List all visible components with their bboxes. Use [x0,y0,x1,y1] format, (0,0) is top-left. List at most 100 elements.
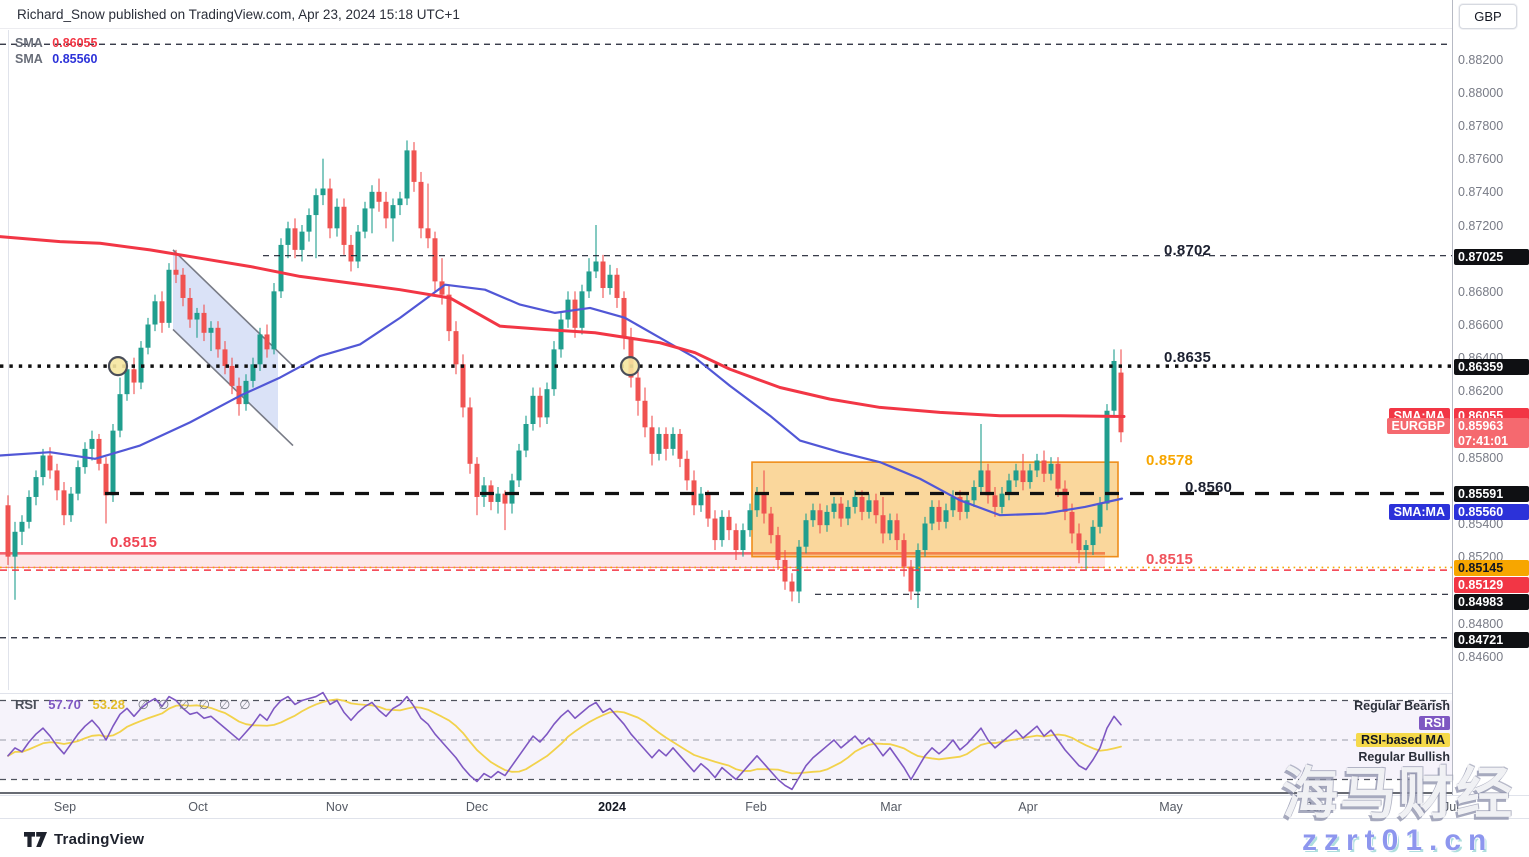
candle-body [12,531,18,557]
currency-toggle-button[interactable]: GBP [1459,4,1517,29]
candle-body [1111,360,1117,411]
candle-body [355,231,361,262]
candle-body [1013,470,1019,481]
price-tick: 0.86600 [1458,318,1504,333]
tradingview-brand-text: TradingView [54,831,145,848]
candle-body [474,463,480,497]
candle-body [530,395,536,425]
candle-body [943,510,949,522]
candle-body [194,312,200,320]
candle-body [733,530,739,551]
candle-body [1090,526,1096,546]
candle-body [908,566,914,592]
rsi-toolbar-circle-icon[interactable]: ∅ [239,697,251,712]
rsi-ma-line [7,698,1122,775]
candle-body [593,261,599,272]
rsi-toolbar-circle-icon[interactable]: ∅ [137,697,149,712]
candle-body [103,463,109,496]
candle-body [467,407,473,464]
candle-body [838,503,844,519]
watermark-url: zzrt01.cn [1302,824,1494,857]
candle-body [1062,488,1068,512]
candle-body [796,546,802,592]
candle-body [229,365,235,386]
candle-body [600,261,606,289]
candle-body [40,455,46,478]
rsi-toolbar-circle-icon[interactable]: ∅ [157,697,170,712]
rsi-toolbar-circle-icon[interactable]: ∅ [218,697,231,712]
price-axis[interactable]: GBP 0.88200 0.88000 0.87800 0.87600 0.87400 0… [1452,0,1529,819]
candle-body [425,228,431,239]
sma-slow-line [0,283,1124,517]
candle-body [936,506,942,522]
candle-body [894,520,900,541]
candle-body [376,191,382,202]
rsi-toolbar-circle-icon[interactable]: ∅ [178,697,190,712]
candle-body [663,433,669,449]
month-label-may: May [1159,800,1183,814]
candle-body [824,511,830,526]
candle-body [1027,470,1033,483]
candle-body [999,493,1005,507]
level-label-8560: 0.8560 [1185,479,1233,496]
level-label-8635: 0.8635 [1164,349,1212,366]
price-axis-label: 0.85560 [1454,504,1529,520]
candle-body [705,493,711,519]
candle-body [740,530,746,551]
candle-body [166,269,172,323]
candle-body [320,188,326,196]
candle-body [831,503,837,512]
candle-body [922,523,928,551]
month-label-2024: 2024 [598,800,626,814]
price-chart-canvas[interactable] [0,0,1529,820]
candle-body [411,150,417,182]
candle-body [110,430,116,496]
rsi-toolbar-icons: ∅ ∅ ∅ ∅ ∅ ∅ [129,697,251,712]
candle-body [5,505,11,557]
candle-body [1041,460,1047,474]
candle-body [19,521,25,532]
price-axis-label: 0.86359 [1454,359,1529,375]
price-axis-label: 0.85129 [1454,577,1529,593]
candle-body [1076,533,1082,551]
candle-body [761,493,767,514]
rsi-toolbar-circle-icon[interactable]: ∅ [198,697,210,712]
candle-body [383,201,389,219]
level-label-8702: 0.8702 [1164,242,1212,259]
candle-body [684,458,690,481]
level-label-8578: 0.8578 [1146,452,1194,469]
price-axis-label: 0.87025 [1454,249,1529,265]
tradingview-footer[interactable]: TradingView [24,831,144,848]
candle-body [446,294,452,332]
sma-fast-legend[interactable]: SMA 0.86055 [15,35,97,51]
candle-body [453,331,459,365]
price-axis-label: 0.85591 [1454,486,1529,502]
price-tick: 0.87600 [1458,152,1504,167]
candle-body [754,493,760,511]
candle-body [537,395,543,418]
channel-lower-line [172,328,294,447]
candle-body [390,205,396,219]
sma-slow-legend[interactable]: SMA 0.85560 [15,51,97,67]
candle-body [1104,410,1110,504]
candle-body [1055,463,1061,489]
candle-body [852,496,858,507]
candle-body [68,493,74,516]
publish-title: Richard_Snow published on TradingView.co… [17,7,460,22]
candle-body [327,188,333,229]
candle-body [152,301,158,325]
month-label-jun: Jun [1305,800,1327,814]
candle-body [54,470,60,491]
candle-body [971,487,977,501]
candle-body [992,495,998,507]
candle-body [1048,463,1054,474]
time-axis[interactable]: Sep Oct Nov Dec 2024 Feb Mar Apr May Jun Jul [0,795,1529,819]
candle-body [516,450,522,481]
candle-body [964,500,970,512]
candle-body [978,470,984,488]
candle-body [369,191,375,209]
rsi-legend: RSI 57.70 53.28 ∅ ∅ ∅ ∅ ∅ ∅ [15,697,251,713]
candle-body [313,195,319,216]
rsi-tag-rsi: RSI [1419,716,1450,730]
candle-body [523,424,529,451]
